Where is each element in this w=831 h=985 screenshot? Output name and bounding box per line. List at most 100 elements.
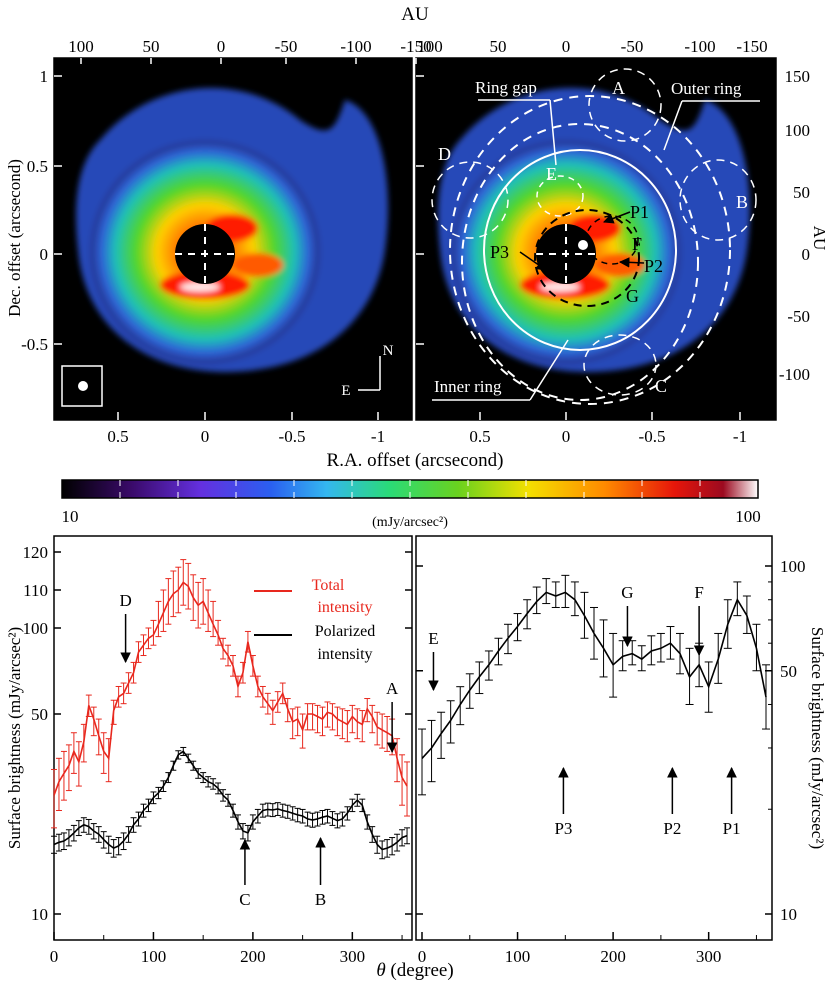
annotation-F: F [694, 583, 703, 602]
star-marker [578, 240, 588, 250]
compass: N E [341, 343, 393, 399]
x-tick-label: 100 [505, 947, 531, 966]
au-tick-left-0: 100 [68, 37, 94, 56]
au-side-tick-2: 50 [793, 183, 810, 202]
annotation-A: A [386, 679, 399, 698]
ra-tick-right-1: 0 [562, 427, 571, 446]
compass-e-label: E [341, 383, 350, 399]
ra-tick-right-0: 0.5 [469, 427, 490, 446]
series-line-1 [53, 750, 408, 851]
y-tick-label: 110 [23, 581, 48, 600]
colorbar-unit-label: (mJy/arcsec²) [372, 515, 448, 530]
au-tick-right-1: 50 [490, 37, 507, 56]
bottom-left-plot-frame [53, 535, 413, 941]
au-side-label: AU [810, 226, 829, 251]
colorbar: 10 100 (mJy/arcsec²) [61, 479, 761, 530]
dec-tick-2: 0 [40, 245, 49, 264]
region-f-label: F [632, 234, 642, 254]
inner-ring-label: Inner ring [434, 377, 502, 396]
right-image-panel: Ring gap Outer ring Inner ring A B C D E… [415, 57, 777, 421]
right-disk-emission [438, 87, 750, 373]
legend-polarized-line2: intensity [317, 646, 372, 663]
ra-axis-label: R.A. offset (arcsecond) [327, 450, 504, 471]
dec-tick-1: 0.5 [27, 157, 48, 176]
left-disk-emission [76, 87, 389, 373]
p1-arrow [603, 211, 631, 224]
dec-tick-3: -0.5 [21, 335, 48, 354]
inner-ring-outline [483, 149, 677, 351]
region-e-circle [536, 175, 584, 217]
region-f-circle [585, 215, 639, 265]
region-a-label: A [612, 78, 625, 98]
x-tick-label: 0 [418, 947, 427, 966]
legend: Total intensity Polarized intensity [254, 577, 375, 663]
colorbar-min-label: 10 [62, 507, 79, 526]
au-tick-left-4: -100 [340, 37, 371, 56]
colorbar-max-label: 100 [735, 507, 761, 526]
au-tick-right-5: -150 [736, 37, 767, 56]
au-tick-right-2: 0 [562, 37, 571, 56]
region-c-label: C [655, 376, 667, 396]
bottom-right-ylabel: Surface brightness (mJy/arcsec²) [808, 627, 827, 849]
annotation-P3: P3 [554, 819, 572, 838]
bottom-right-plot-frame [415, 535, 773, 941]
x-tick-label: 300 [340, 947, 366, 966]
region-b-circle [679, 159, 757, 241]
p2-label: P2 [644, 256, 663, 276]
y-tick-label: 10 [31, 905, 48, 924]
au-side-tick-5: -100 [779, 365, 810, 384]
ra-tick-left-1: 0 [201, 427, 210, 446]
inner-ring-chart: 0 100 200 300 10 50 100 E G F P3 P2 P1 [416, 557, 806, 966]
dec-axis-label: Dec. offset (arcsecond) [5, 159, 24, 317]
total-polarized-chart: 0 100 200 300 10 50 100 110 120 D A C B [23, 543, 412, 966]
beam-size-dot [78, 381, 88, 391]
annotation-P2: P2 [663, 819, 681, 838]
au-side-tick-4: -50 [787, 307, 810, 326]
bottom-left-ylabel: Surface brightness (mJy/arcsec²) [5, 627, 24, 849]
outer-ring-outline [449, 95, 731, 405]
y-tick-label: 50 [31, 705, 48, 724]
left-image-panel: N E [53, 57, 413, 421]
compass-n-label: N [383, 343, 394, 359]
ra-tick-right-3: -1 [733, 427, 747, 446]
au-tick-left-2: 0 [217, 37, 226, 56]
region-a-circle [588, 68, 662, 142]
legend-total-line2: intensity [317, 599, 372, 616]
region-d-circle [431, 161, 509, 239]
au-tick-left-1: 50 [143, 37, 160, 56]
theta-xlabel: θ (degree) [376, 960, 453, 980]
ra-tick-left-2: -0.5 [279, 427, 306, 446]
legend-total-line1: Total [312, 577, 345, 594]
ra-tick-left-3: -1 [371, 427, 385, 446]
region-g-circle [534, 209, 640, 307]
ra-tick-left-0: 0.5 [107, 427, 128, 446]
p2-arrow [618, 257, 645, 268]
annotation-B: B [315, 890, 326, 909]
beam-size-box [61, 365, 103, 407]
outer-ring-label: Outer ring [671, 79, 742, 98]
au-tick-right-3: -50 [621, 37, 644, 56]
x-tick-label: 100 [141, 947, 167, 966]
au-side-tick-3: 0 [802, 245, 811, 264]
au-side-tick-1: 100 [785, 121, 811, 140]
x-tick-label: 300 [696, 947, 722, 966]
p3-label: P3 [490, 242, 509, 262]
y-tick-label: 100 [23, 619, 49, 638]
region-e-label: E [546, 164, 557, 184]
region-d-label: D [438, 144, 451, 164]
y-tick-label: 10 [780, 905, 797, 924]
p1-label: P1 [630, 202, 649, 222]
ra-tick-right-2: -0.5 [639, 427, 666, 446]
y-tick-label: 120 [23, 543, 49, 562]
au-side-tick-0: 150 [785, 67, 811, 86]
series-line-0 [53, 581, 408, 796]
au-tick-left-3: -50 [275, 37, 298, 56]
y-tick-label: 50 [780, 662, 797, 681]
au-tick-right-0: 100 [417, 37, 443, 56]
region-b-label: B [736, 192, 748, 212]
region-c-circle [583, 334, 657, 396]
au-tick-left-5: -150 [400, 37, 431, 56]
legend-polarized-line1: Polarized [315, 623, 375, 640]
